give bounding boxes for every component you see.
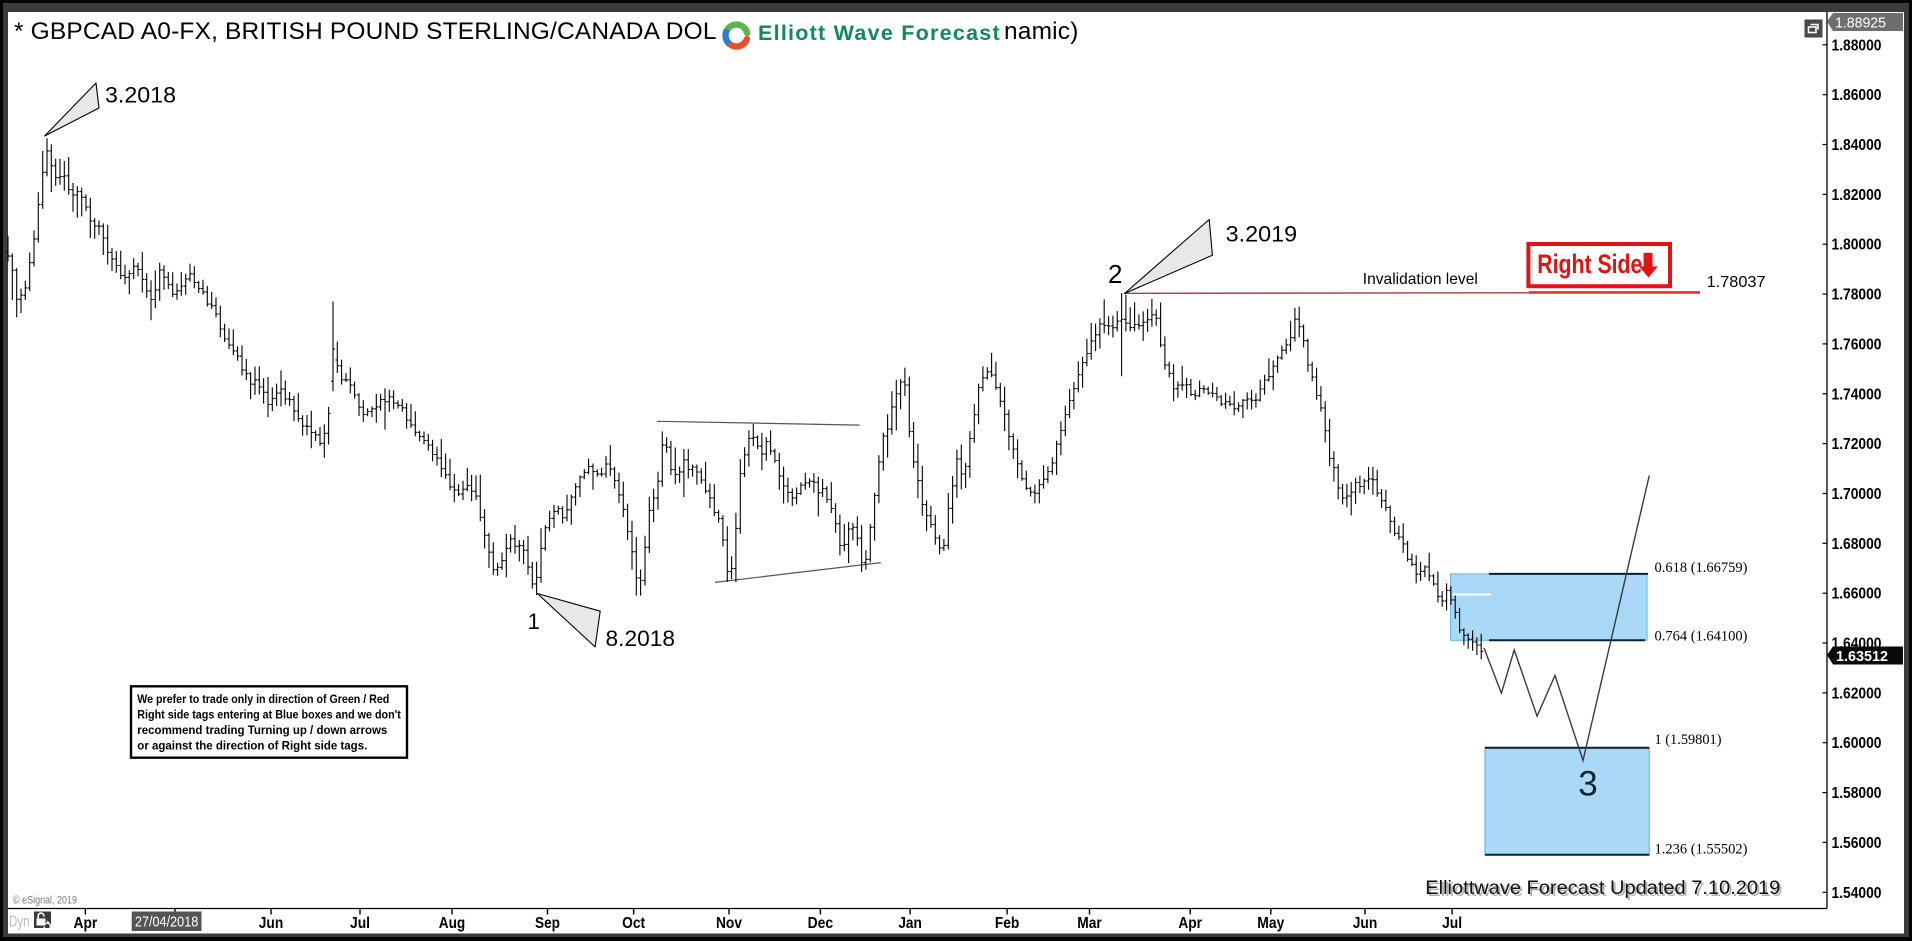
svg-text:1 (1.59801): 1 (1.59801) (1655, 732, 1722, 748)
svg-text:Jan: Jan (898, 915, 922, 932)
svg-text:1.60000: 1.60000 (1832, 735, 1882, 752)
svg-text:3.2018: 3.2018 (105, 83, 176, 108)
svg-text:27/04/2018: 27/04/2018 (135, 914, 199, 931)
svg-text:1: 1 (528, 609, 541, 634)
svg-text:1.54000: 1.54000 (1832, 885, 1882, 902)
svg-text:May: May (1257, 915, 1284, 932)
svg-text:3.2019: 3.2019 (1226, 222, 1298, 247)
svg-text:Jun: Jun (1353, 915, 1378, 932)
svg-text:Jul: Jul (350, 915, 370, 932)
svg-text:Elliottwave Forecast Updated 7: Elliottwave Forecast Updated 7.10.2019 (1425, 877, 1780, 899)
svg-text:1.82000: 1.82000 (1832, 187, 1882, 204)
svg-text:Apr: Apr (1178, 915, 1202, 932)
svg-text:1.74000: 1.74000 (1832, 386, 1882, 403)
svg-text:Feb: Feb (995, 915, 1020, 932)
svg-text:1.84000: 1.84000 (1832, 137, 1882, 154)
svg-text:1.88000: 1.88000 (1832, 37, 1882, 54)
svg-text:Elliottwave Forecast Updated 7: Elliottwave Forecast Updated 7.10.2019 (1427, 879, 1782, 901)
svg-text:1.78037: 1.78037 (1707, 274, 1766, 291)
svg-text:1.70000: 1.70000 (1832, 486, 1882, 503)
svg-text:1.76000: 1.76000 (1832, 336, 1882, 353)
svg-text:Right Side: Right Side (1537, 249, 1642, 279)
svg-text:Apr: Apr (74, 915, 98, 932)
svg-text:recommend trading Turning up /: recommend trading Turning up / down arro… (137, 723, 387, 737)
svg-text:or against the direction of Ri: or against the direction of Right side t… (137, 739, 367, 753)
svg-text:Mar: Mar (1077, 915, 1102, 932)
svg-text:namic): namic) (1004, 18, 1079, 45)
svg-text:1.62000: 1.62000 (1832, 685, 1882, 702)
svg-text:1.80000: 1.80000 (1832, 237, 1882, 254)
svg-text:1.236 (1.55502): 1.236 (1.55502) (1655, 842, 1748, 858)
svg-text:1.68000: 1.68000 (1832, 536, 1882, 553)
svg-text:1.58000: 1.58000 (1832, 785, 1882, 802)
svg-text:Invalidation level: Invalidation level (1363, 271, 1478, 288)
svg-text:1.88925: 1.88925 (1835, 15, 1886, 32)
svg-text:Oct: Oct (622, 915, 645, 932)
svg-text:Right side tags entering at Bl: Right side tags entering at Blue boxes a… (137, 708, 401, 722)
svg-text:8.2018: 8.2018 (606, 626, 676, 651)
svg-text:We prefer to trade only in dir: We prefer to trade only in direction of … (137, 692, 389, 706)
svg-text:* GBPCAD A0-FX, BRITISH POUND: * GBPCAD A0-FX, BRITISH POUND STERLING/C… (14, 18, 717, 45)
svg-text:Elliott Wave Forecast: Elliott Wave Forecast (758, 21, 1001, 45)
svg-text:Jul: Jul (1442, 915, 1462, 932)
svg-text:Dyn: Dyn (9, 914, 30, 931)
svg-text:Sep: Sep (535, 915, 560, 932)
svg-text:1.63512: 1.63512 (1836, 648, 1888, 665)
svg-text:1.78000: 1.78000 (1832, 287, 1882, 304)
svg-text:1.86000: 1.86000 (1832, 87, 1882, 104)
svg-text:0.618 (1.66759): 0.618 (1.66759) (1655, 560, 1748, 576)
svg-text:1.56000: 1.56000 (1832, 835, 1882, 852)
svg-text:© eSignal, 2019: © eSignal, 2019 (13, 895, 77, 907)
svg-text:Aug: Aug (439, 915, 466, 932)
svg-text:1.72000: 1.72000 (1832, 436, 1882, 453)
svg-text:Jun: Jun (259, 915, 284, 932)
svg-text:0.764 (1.64100): 0.764 (1.64100) (1655, 629, 1748, 645)
svg-text:Dec: Dec (808, 915, 834, 932)
svg-text:2: 2 (1108, 259, 1122, 289)
svg-text:Nov: Nov (716, 915, 742, 932)
svg-text:1.66000: 1.66000 (1832, 586, 1882, 603)
svg-text:3: 3 (1578, 765, 1597, 804)
